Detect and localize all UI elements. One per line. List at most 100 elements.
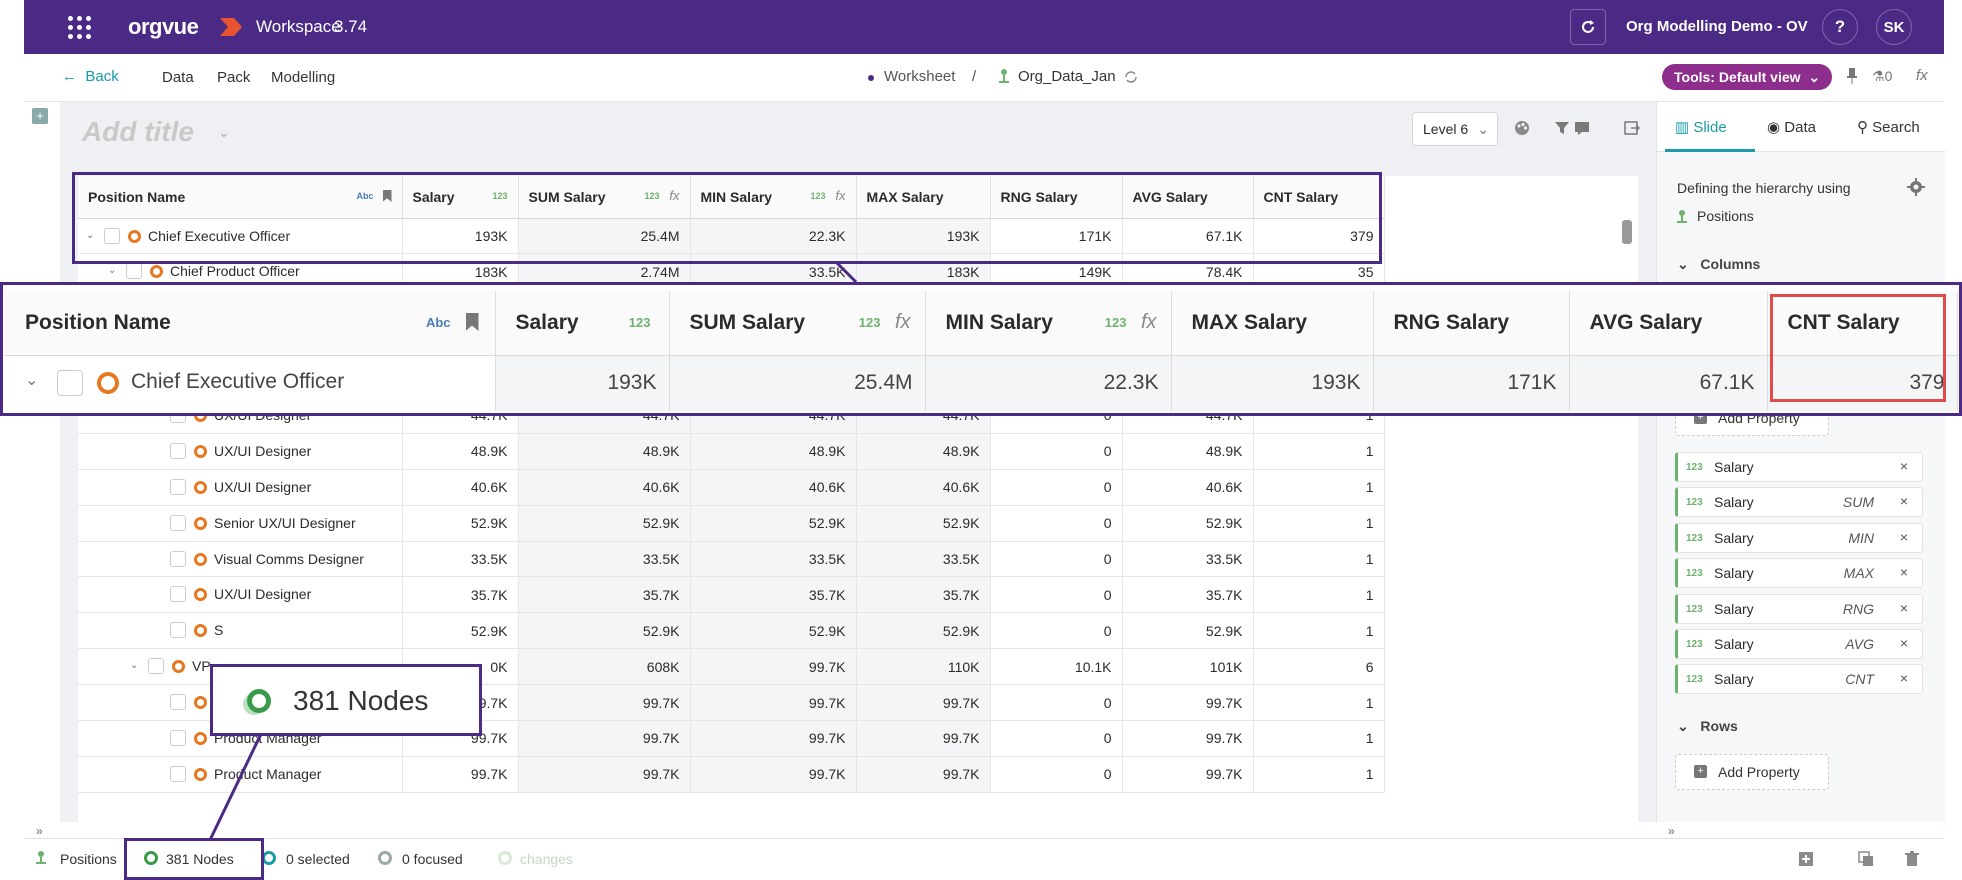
value-cell[interactable]: 22.3K [690, 218, 857, 255]
value-cell[interactable]: 193K [856, 218, 991, 255]
value-cell[interactable]: 33.5K [856, 541, 991, 578]
value-cell[interactable]: 99.7K [1122, 720, 1254, 757]
value-cell[interactable]: 99.7K [1122, 756, 1254, 793]
value-cell[interactable]: 52.9K [690, 612, 857, 650]
value-cell[interactable]: 40.6K [402, 469, 519, 506]
apps-grid-icon[interactable] [68, 16, 92, 40]
value-cell[interactable]: 379 [1253, 218, 1385, 255]
column-property-chip[interactable]: 123 Salary CNT × [1675, 664, 1923, 695]
comment-icon[interactable] [1574, 120, 1590, 136]
formula-button[interactable]: fx [1916, 67, 1928, 84]
breadcrumb-worksheet[interactable]: Worksheet [884, 68, 956, 85]
menu-data[interactable]: Data [162, 69, 194, 86]
value-cell[interactable]: 99.7K [690, 756, 857, 793]
value-cell[interactable]: 35.7K [1122, 576, 1254, 614]
add-slide-icon[interactable]: + [32, 108, 48, 124]
hierarchy-value[interactable]: Positions [1697, 208, 1754, 224]
menu-modelling[interactable]: Modelling [271, 69, 336, 86]
value-cell[interactable]: 52.9K [856, 612, 991, 650]
value-cell[interactable]: 99.7K [856, 684, 991, 721]
value-cell[interactable]: 110K [856, 648, 991, 686]
chevron-down-icon[interactable]: ⌄ [218, 124, 230, 140]
value-cell[interactable]: 99.7K [518, 756, 691, 793]
breadcrumb-dataset[interactable]: Org_Data_Jan [1018, 68, 1116, 85]
column-header-min-salary[interactable]: MIN Salary 123 fx [690, 176, 857, 219]
value-cell[interactable]: 35.7K [690, 576, 857, 614]
close-icon[interactable]: × [1899, 458, 1908, 474]
position-name-cell[interactable]: Senior UX/UI Designer [78, 505, 403, 542]
value-cell[interactable]: 48.9K [1122, 433, 1254, 470]
status-changes[interactable]: changes [520, 851, 573, 867]
value-cell[interactable]: 1 [1253, 505, 1385, 542]
value-cell[interactable]: 193K [402, 218, 519, 255]
value-cell[interactable]: 52.9K [1122, 505, 1254, 542]
table-row[interactable]: ⌄ Chief Executive Officer 193K 25.4M 22.3K 19… [78, 218, 1385, 255]
value-cell[interactable]: 99.7K [856, 756, 991, 793]
value-cell[interactable]: 99.7K [690, 720, 857, 757]
value-cell[interactable]: 99.7K [518, 684, 691, 721]
value-cell[interactable]: 52.9K [518, 505, 691, 542]
value-cell[interactable]: 52.9K [856, 505, 991, 542]
status-selected[interactable]: 0 selected [286, 851, 350, 867]
value-cell[interactable]: 101K [1122, 648, 1254, 686]
value-cell[interactable]: 0 [990, 576, 1123, 614]
value-cell[interactable]: 99.7K [518, 720, 691, 757]
value-cell[interactable]: 25.4M [518, 218, 691, 255]
column-property-chip[interactable]: 123 Salary RNG × [1675, 593, 1923, 624]
column-header-sum-salary[interactable]: SUM Salary 123 fx [518, 176, 691, 219]
row-checkbox[interactable] [170, 622, 186, 639]
value-cell[interactable]: 48.9K [402, 433, 519, 470]
delete-icon[interactable] [1904, 851, 1920, 867]
table-row[interactable]: S 52.9K 52.9K 52.9K 52.9K 0 52.9K 1 [78, 612, 1385, 650]
row-checkbox[interactable] [104, 227, 120, 244]
value-cell[interactable]: 608K [518, 648, 691, 686]
value-cell[interactable]: 1 [1253, 612, 1385, 650]
org-name[interactable]: Org Modelling Demo - OV [1626, 18, 1808, 35]
duplicate-icon[interactable] [1858, 851, 1874, 867]
value-cell[interactable]: 33.5K [690, 541, 857, 578]
formula-icon[interactable]: fx [835, 188, 846, 203]
close-icon[interactable]: × [1899, 670, 1908, 687]
chevron-down-icon[interactable]: ⌄ [130, 660, 139, 672]
column-property-chip[interactable]: 123 Salary AVG × [1675, 629, 1923, 659]
export-icon[interactable] [1624, 120, 1640, 136]
bookmark-icon[interactable] [382, 190, 392, 202]
column-header-salary[interactable]: Salary 123 [402, 176, 519, 219]
status-nodes[interactable]: 381 Nodes [166, 851, 234, 867]
value-cell[interactable]: 0 [990, 433, 1123, 470]
add-node-icon[interactable] [1798, 851, 1814, 867]
column-property-chip[interactable]: 123 Salary MAX × [1675, 558, 1923, 589]
value-cell[interactable]: 48.9K [856, 433, 991, 470]
row-checkbox[interactable] [126, 263, 142, 280]
position-name-cell[interactable]: UX/UI Designer [78, 469, 403, 506]
user-avatar[interactable]: SK [1876, 9, 1912, 45]
value-cell[interactable]: 1 [1253, 576, 1385, 614]
back-button[interactable]: ← Back [62, 68, 119, 85]
rows-section-header[interactable]: ⌄ Rows [1677, 718, 1738, 735]
value-cell[interactable]: 52.9K [690, 505, 857, 542]
refresh-button[interactable] [1570, 9, 1606, 45]
column-property-chip[interactable]: 123 Salary SUM × [1675, 487, 1923, 518]
column-header-avg-salary[interactable]: AVG Salary [1122, 176, 1254, 219]
column-header-position-name[interactable]: Position Name Abc [78, 176, 403, 219]
value-cell[interactable]: 10.1K [990, 648, 1123, 686]
value-cell[interactable]: 0 [990, 541, 1123, 578]
level-select[interactable]: Level 6 ⌄ [1412, 112, 1498, 146]
value-cell[interactable]: 1 [1253, 469, 1385, 506]
palette-icon[interactable] [1514, 120, 1530, 136]
value-cell[interactable]: 1 [1253, 720, 1385, 757]
position-name-cell[interactable]: UX/UI Designer [78, 433, 403, 470]
title-input[interactable]: Add title [82, 116, 194, 147]
chevron-down-icon[interactable]: ⌄ [86, 229, 95, 241]
table-row[interactable]: UX/UI Designer 40.6K 40.6K 40.6K 40.6K 0 40.6K… [78, 469, 1385, 506]
row-checkbox[interactable] [170, 586, 186, 603]
value-cell[interactable]: 1 [1253, 541, 1385, 578]
tools-view-button[interactable]: Tools: Default view ⌄ [1662, 64, 1833, 90]
position-name-cell[interactable]: Product Manager [78, 756, 403, 793]
column-property-chip[interactable]: 123 Salary MIN × [1675, 522, 1923, 553]
row-checkbox[interactable] [148, 658, 164, 675]
row-checkbox[interactable] [170, 514, 186, 531]
menu-pack[interactable]: Pack [217, 69, 251, 86]
value-cell[interactable]: 40.6K [518, 469, 691, 506]
